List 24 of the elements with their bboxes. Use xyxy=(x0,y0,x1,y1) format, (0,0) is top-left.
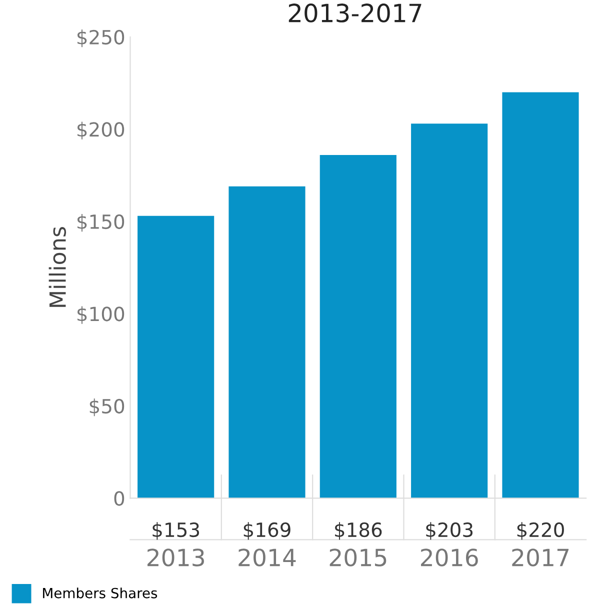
bar xyxy=(320,154,396,498)
bar xyxy=(411,124,488,498)
x-tick-label: 2015 xyxy=(330,548,386,566)
bar xyxy=(138,216,214,498)
text: $153 xyxy=(152,522,200,540)
y-tick-label: $150 xyxy=(78,214,124,232)
bar xyxy=(502,92,579,498)
y-tick-label: $200 xyxy=(78,122,124,140)
bar xyxy=(228,186,306,498)
y-tick-label: $100 xyxy=(78,306,124,324)
text: $169 xyxy=(244,522,290,540)
x-tick-label: 2016 xyxy=(421,548,478,566)
legend-label: Members Shares xyxy=(43,588,158,598)
x-tick-label: 2013 xyxy=(148,548,204,566)
y-tick-label: 0 xyxy=(114,491,124,506)
y-axis-title: Millions xyxy=(48,227,66,307)
chart-title: 2013-2017 xyxy=(288,4,422,22)
text: $220 xyxy=(517,522,564,540)
x-tick-label: 2014 xyxy=(238,548,296,566)
y-tick-label: $250 xyxy=(78,30,124,48)
y-tick-label: $50 xyxy=(90,398,124,416)
text: $203 xyxy=(426,522,473,540)
x-tick-label: 2017 xyxy=(512,548,569,566)
text: $186 xyxy=(335,522,382,540)
